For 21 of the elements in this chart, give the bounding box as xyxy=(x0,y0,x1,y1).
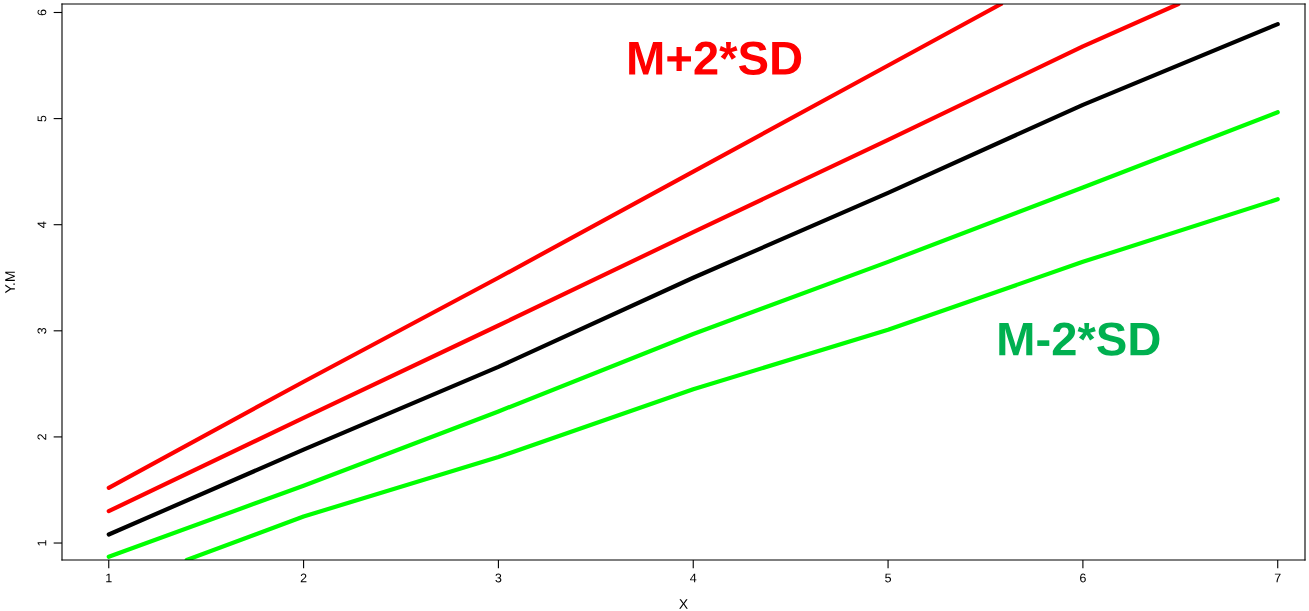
line-series xyxy=(106,4,1181,514)
annotation: M-2*SD xyxy=(999,322,1160,356)
y-tick-label: 1 xyxy=(37,540,47,546)
y-tick-label: 6 xyxy=(37,9,47,16)
x-tick-label: 4 xyxy=(690,573,697,583)
line-series xyxy=(106,22,1280,537)
x-tick-label: 5 xyxy=(885,573,892,583)
y-tick-label: 4 xyxy=(37,221,47,228)
line-series xyxy=(106,110,1280,559)
y-axis-title: Y.M xyxy=(5,271,15,294)
x-axis-title: X xyxy=(679,599,688,609)
x-tick-label: 7 xyxy=(1274,573,1281,583)
y-tick-label: 3 xyxy=(37,327,47,334)
y-tick-label: 2 xyxy=(37,434,47,440)
x-tick-label: 1 xyxy=(106,573,112,583)
x-tick-label: 3 xyxy=(495,573,502,583)
annotation: M+2*SD xyxy=(629,41,802,76)
x-tick-label: 2 xyxy=(300,573,307,583)
x-tick-label: 6 xyxy=(1080,573,1086,583)
line-series xyxy=(184,197,1280,560)
y-tick-label: 5 xyxy=(37,115,47,122)
